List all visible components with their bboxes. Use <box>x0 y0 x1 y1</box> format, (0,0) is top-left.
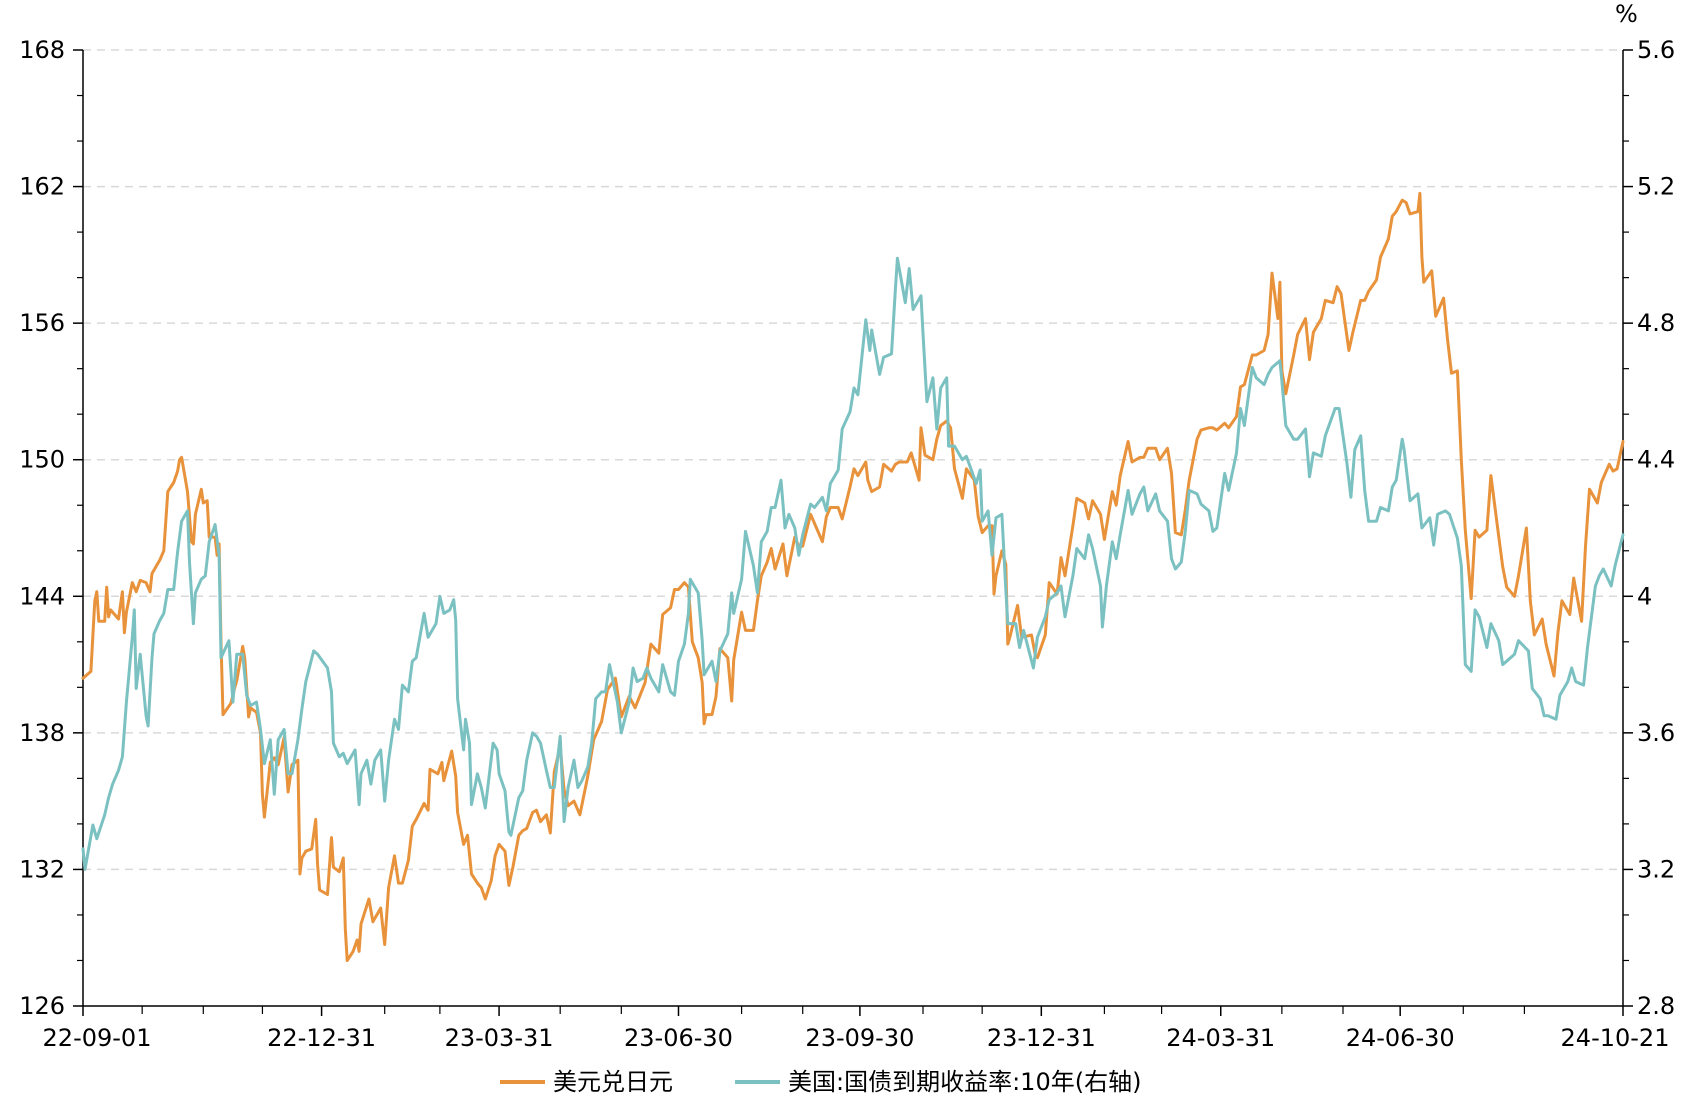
legend-label: 美国:国债到期收益率:10年(右轴) <box>788 1068 1141 1096</box>
x-axis-tick-label: 23-09-30 <box>805 1024 914 1052</box>
series-line-2 <box>81 256 1625 871</box>
right-axis-unit: % <box>1615 0 1638 28</box>
left-axis-tick-label: 156 <box>19 309 65 337</box>
left-axis-tick-label: 150 <box>19 446 65 474</box>
x-axis-tick-label: 22-09-01 <box>43 1024 152 1052</box>
right-axis-tick-label: 3.2 <box>1637 855 1675 883</box>
right-axis-tick-label: 5.6 <box>1637 36 1675 64</box>
x-axis-tick-label: 24-10-21 <box>1561 1024 1670 1052</box>
right-axis-tick-label: 4.8 <box>1637 309 1675 337</box>
left-axis-tick-label: 138 <box>19 719 65 747</box>
legend: 美元兑日元 美国:国债到期收益率:10年(右轴) <box>500 1068 1141 1096</box>
left-axis-tick-label: 162 <box>19 173 65 201</box>
left-axis-tick-label: 126 <box>19 992 65 1020</box>
axes: 126 132 138 144 150 156 162 168 2.8 3.2 3.6 4 4.4 4.8… <box>19 0 1675 1052</box>
x-axis-tick-label: 24-06-30 <box>1346 1024 1455 1052</box>
series-line-1 <box>81 191 1625 962</box>
right-axis-tick-label: 3.6 <box>1637 719 1675 747</box>
left-axis-tick-label: 144 <box>19 582 65 610</box>
series <box>81 191 1625 962</box>
x-axis-tick-label: 22-12-31 <box>267 1024 376 1052</box>
grid-lines <box>83 49 1623 871</box>
x-axis-tick-label: 23-03-31 <box>445 1024 554 1052</box>
right-axis-tick-label: 4 <box>1637 582 1652 610</box>
right-axis-tick-label: 5.2 <box>1637 173 1675 201</box>
x-axis-tick-label: 23-06-30 <box>624 1024 733 1052</box>
legend-label: 美元兑日元 <box>553 1068 673 1096</box>
right-axis-tick-label: 4.4 <box>1637 446 1675 474</box>
x-axis-tick-label: 24-03-31 <box>1166 1024 1275 1052</box>
left-axis-tick-label: 168 <box>19 36 65 64</box>
x-axis-tick-label: 23-12-31 <box>987 1024 1096 1052</box>
right-axis-tick-label: 2.8 <box>1637 992 1675 1020</box>
left-axis-tick-label: 132 <box>19 855 65 883</box>
